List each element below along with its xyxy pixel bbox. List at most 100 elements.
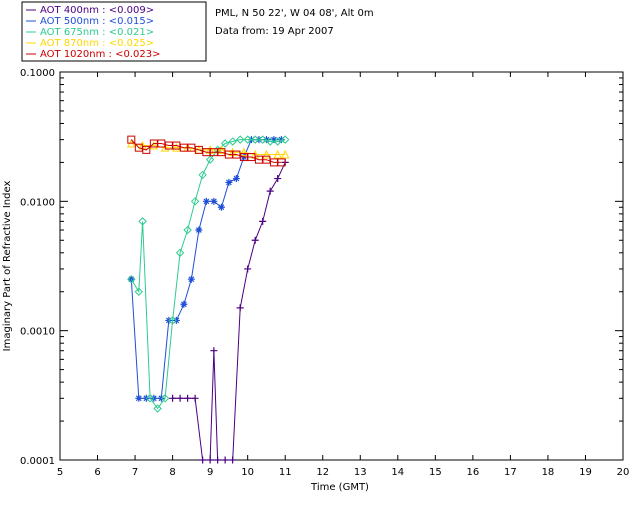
data-point bbox=[243, 135, 252, 144]
data-point bbox=[247, 153, 256, 162]
data-point bbox=[134, 287, 144, 296]
x-tick-label: 18 bbox=[542, 467, 555, 478]
data-point bbox=[221, 456, 229, 464]
legend-entry: AOT 400nm : <0.009> bbox=[40, 5, 154, 16]
series-group bbox=[127, 135, 290, 464]
y-tick-label: 0.0100 bbox=[20, 197, 55, 208]
data-point bbox=[127, 274, 136, 284]
data-point bbox=[153, 404, 162, 413]
data-point bbox=[168, 316, 177, 325]
series-3 bbox=[127, 135, 290, 413]
data-point bbox=[164, 141, 173, 150]
x-tick-label: 15 bbox=[429, 467, 442, 478]
data-point bbox=[142, 145, 151, 154]
data-point bbox=[220, 139, 230, 148]
data-point bbox=[183, 225, 192, 235]
legend-entry: AOT 675nm : <0.021> bbox=[40, 27, 154, 38]
x-tick-label: 8 bbox=[169, 467, 175, 478]
data-point bbox=[239, 147, 249, 157]
data-point bbox=[145, 394, 155, 403]
data-point bbox=[190, 197, 200, 206]
data-point bbox=[228, 137, 237, 146]
data-point bbox=[179, 143, 188, 152]
data-point bbox=[134, 143, 143, 152]
data-point bbox=[210, 347, 218, 355]
data-point bbox=[157, 139, 166, 148]
legend: AOT 400nm : <0.009>AOT 500nm : <0.015>AO… bbox=[26, 5, 160, 60]
series-line bbox=[130, 139, 286, 410]
data-point bbox=[274, 175, 282, 183]
data-point bbox=[210, 197, 218, 205]
data-point bbox=[184, 394, 192, 402]
data-point bbox=[187, 275, 195, 283]
data-point bbox=[195, 226, 203, 234]
data-point bbox=[254, 155, 263, 164]
x-tick-label: 7 bbox=[132, 467, 138, 478]
data-point bbox=[187, 143, 196, 152]
data-point bbox=[265, 137, 275, 146]
date-info: Data from: 19 Apr 2007 bbox=[215, 26, 334, 37]
data-point bbox=[232, 175, 240, 183]
y-axis-label: Imaginary Part of Refractive Index bbox=[2, 181, 13, 352]
series-line bbox=[130, 139, 282, 399]
data-point bbox=[232, 150, 241, 159]
data-point bbox=[239, 153, 248, 162]
x-tick-label: 10 bbox=[241, 467, 254, 478]
data-point bbox=[160, 143, 170, 152]
x-tick-label: 14 bbox=[391, 467, 404, 478]
x-tick-label: 6 bbox=[94, 467, 100, 478]
ticks: 5 6 7 8 9 10 11 12 13 14 15 16 17 18 19 20 0.1000 0.0100 0… bbox=[20, 68, 629, 478]
y-tick-label: 0.0010 bbox=[20, 327, 55, 338]
data-point bbox=[169, 394, 177, 402]
data-point bbox=[262, 155, 271, 164]
data-point bbox=[244, 265, 252, 273]
x-tick-label: 11 bbox=[279, 467, 292, 478]
x-tick-label: 20 bbox=[617, 467, 630, 478]
data-point bbox=[217, 203, 225, 211]
x-tick-label: 17 bbox=[504, 467, 517, 478]
data-point bbox=[138, 217, 147, 226]
series-line bbox=[130, 139, 282, 163]
x-axis-label: Time (GMT) bbox=[310, 482, 369, 493]
data-point bbox=[273, 149, 283, 159]
data-point bbox=[214, 456, 222, 464]
data-point bbox=[205, 155, 215, 164]
site-info: PML, N 50 22', W 04 08', Alt 0m bbox=[215, 8, 374, 19]
x-tick-label: 16 bbox=[466, 467, 479, 478]
data-point bbox=[217, 145, 226, 154]
x-tick-label: 5 bbox=[57, 467, 63, 478]
data-point bbox=[160, 394, 170, 403]
data-point bbox=[194, 145, 203, 154]
data-point bbox=[127, 135, 136, 144]
data-point bbox=[270, 136, 278, 144]
data-point bbox=[258, 135, 267, 144]
y-tick-label: 0.1000 bbox=[20, 68, 55, 79]
data-point bbox=[180, 300, 188, 308]
data-point bbox=[262, 149, 271, 159]
data-point bbox=[176, 394, 184, 402]
x-tick-label: 9 bbox=[207, 467, 213, 478]
legend-entry: AOT 1020nm : <0.023> bbox=[40, 49, 160, 60]
data-point bbox=[198, 170, 207, 180]
data-point bbox=[273, 137, 282, 146]
x-tick-label: 19 bbox=[579, 467, 592, 478]
series-line bbox=[172, 162, 286, 461]
data-point bbox=[269, 158, 278, 167]
data-point bbox=[149, 139, 158, 148]
data-point bbox=[217, 148, 226, 157]
data-point bbox=[224, 150, 233, 159]
data-point bbox=[206, 456, 214, 464]
data-point bbox=[135, 394, 143, 402]
data-point bbox=[277, 158, 286, 167]
series-2 bbox=[127, 136, 285, 402]
legend-box bbox=[21, 1, 207, 62]
data-point bbox=[236, 304, 244, 312]
series-1 bbox=[169, 158, 289, 464]
data-point bbox=[191, 394, 199, 402]
data-point bbox=[280, 135, 290, 144]
plot-frame bbox=[59, 71, 624, 461]
series-5 bbox=[127, 135, 286, 167]
data-point bbox=[172, 143, 181, 152]
data-point bbox=[175, 248, 185, 258]
